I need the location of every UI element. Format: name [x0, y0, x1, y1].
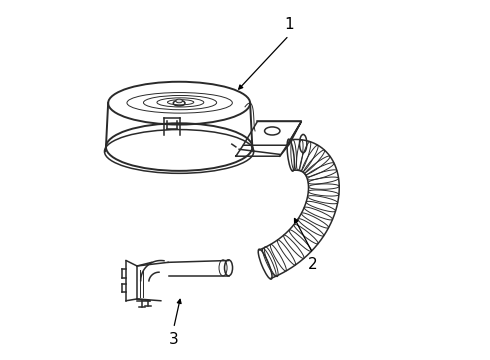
Ellipse shape — [176, 99, 182, 103]
Text: 2: 2 — [308, 257, 318, 272]
Text: 3: 3 — [169, 332, 178, 347]
Text: 1: 1 — [284, 17, 294, 32]
